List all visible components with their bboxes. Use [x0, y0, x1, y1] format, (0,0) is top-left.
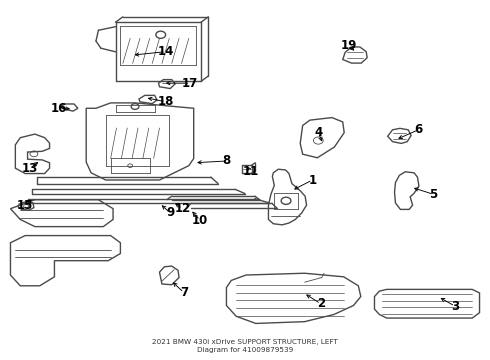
Text: 15: 15: [17, 199, 33, 212]
Text: 5: 5: [429, 188, 438, 201]
Text: 19: 19: [341, 39, 357, 52]
Text: 16: 16: [51, 102, 68, 115]
Text: 7: 7: [180, 286, 188, 299]
Text: 4: 4: [314, 126, 322, 139]
Text: 8: 8: [222, 154, 231, 167]
Text: 14: 14: [158, 45, 174, 58]
Text: 6: 6: [415, 123, 422, 136]
Text: 9: 9: [166, 207, 174, 220]
Text: 18: 18: [158, 95, 174, 108]
Text: 3: 3: [451, 300, 459, 313]
Text: 2: 2: [317, 297, 325, 310]
Text: 2021 BMW 430i xDrive SUPPORT STRUCTURE, LEFT
Diagram for 41009879539: 2021 BMW 430i xDrive SUPPORT STRUCTURE, …: [152, 339, 338, 353]
Text: 1: 1: [308, 174, 317, 186]
Text: 13: 13: [22, 162, 38, 175]
Text: 11: 11: [243, 165, 259, 178]
Text: 12: 12: [174, 202, 191, 215]
Text: 17: 17: [182, 77, 198, 90]
Text: 10: 10: [192, 214, 208, 227]
